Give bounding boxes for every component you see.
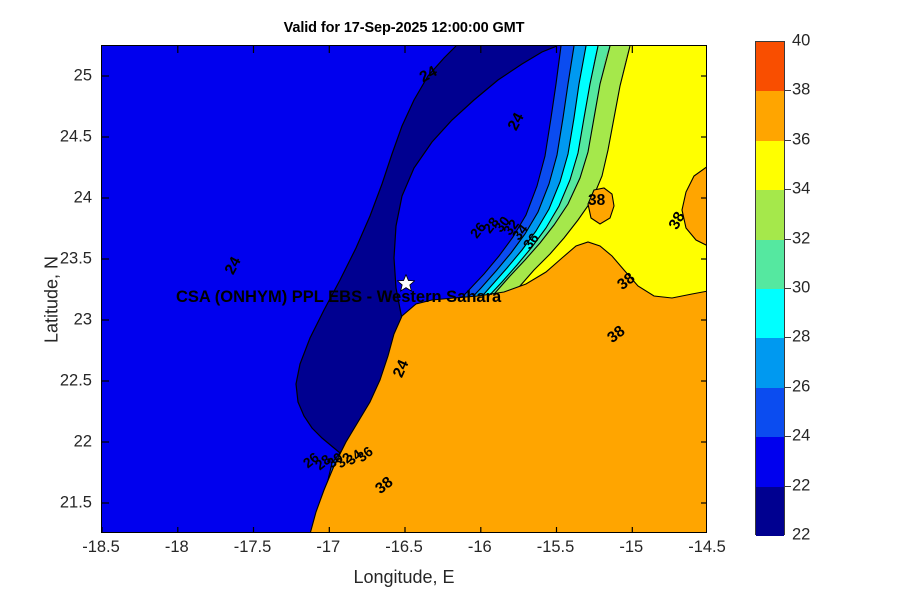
contour-label: 38 <box>588 192 606 209</box>
x-tick-label: -15 <box>619 538 644 556</box>
colorbar-band <box>756 437 784 487</box>
colorbar-band <box>756 486 784 536</box>
colorbar-tick <box>785 139 791 141</box>
colorbar[interactable] <box>755 41 791 536</box>
star-marker <box>397 274 415 292</box>
y-tick-label: 22 <box>73 432 92 450</box>
colorbar-tick <box>785 288 791 289</box>
colorbar-band <box>756 338 784 388</box>
y-tick-label: 24.5 <box>59 127 92 145</box>
colorbar-tick <box>785 337 791 339</box>
x-tick-label: -17.5 <box>233 538 272 556</box>
chart-title: Valid for 17-Sep-2025 12:00:00 GMT <box>283 20 525 36</box>
colorbar-band <box>756 239 784 289</box>
colorbar-band <box>756 42 784 92</box>
site-annotation-label: CSA (ONHYM) PPL EBS - Western Sahara <box>176 288 502 306</box>
y-axis-label: Latitude, N <box>41 255 62 344</box>
colorbar-tick <box>785 90 791 92</box>
axis-ticks <box>102 46 706 532</box>
colorbar-tick-label: 34 <box>792 179 811 198</box>
colorbar-tick-label: 30 <box>792 278 811 297</box>
contour-plot-area[interactable] <box>101 45 707 533</box>
colorbar-tick <box>785 386 791 388</box>
colorbar-tick-label: 38 <box>792 80 811 99</box>
y-tick-label: 23.5 <box>59 249 92 267</box>
colorbar-tick-label: 22 <box>792 525 811 544</box>
colorbar-band <box>756 190 784 240</box>
colorbar-tick-label: 24 <box>792 426 811 445</box>
colorbar-tick-label: 36 <box>792 130 811 149</box>
colorbar-tick-label: 28 <box>792 327 811 346</box>
x-tick-label: -16.5 <box>385 538 423 556</box>
x-tick-label: -17 <box>316 538 341 556</box>
colorbar-tick <box>785 485 791 487</box>
colorbar-band <box>756 91 784 141</box>
colorbar-band <box>756 140 784 191</box>
colorbar-tick <box>785 238 791 240</box>
x-tick-label: -18.5 <box>82 538 120 556</box>
colorbar-tick <box>785 436 791 438</box>
y-tick-label: 21.5 <box>59 493 92 511</box>
colorbar-tick <box>785 189 791 191</box>
y-tick-label: 22.5 <box>59 371 92 389</box>
colorbar-band <box>756 288 784 339</box>
x-tick-label: -18 <box>164 538 189 556</box>
x-tick-label: -14.5 <box>688 538 726 556</box>
colorbar-tick-label: 32 <box>792 229 811 248</box>
x-tick-label: -15.5 <box>536 538 575 556</box>
colorbar-tick-label: 22 <box>792 476 811 495</box>
contour-field <box>102 46 706 532</box>
colorbar-gradient <box>755 41 785 536</box>
colorbar-tick-label: 26 <box>792 377 811 396</box>
x-axis-label: Longitude, E <box>353 567 455 587</box>
colorbar-tick-label: 40 <box>792 31 811 50</box>
colorbar-band <box>756 387 784 438</box>
y-tick-label: 25 <box>73 66 92 84</box>
y-tick-label: 23 <box>73 310 92 328</box>
y-tick-label: 24 <box>73 188 92 206</box>
x-tick-label: -16 <box>467 538 492 556</box>
